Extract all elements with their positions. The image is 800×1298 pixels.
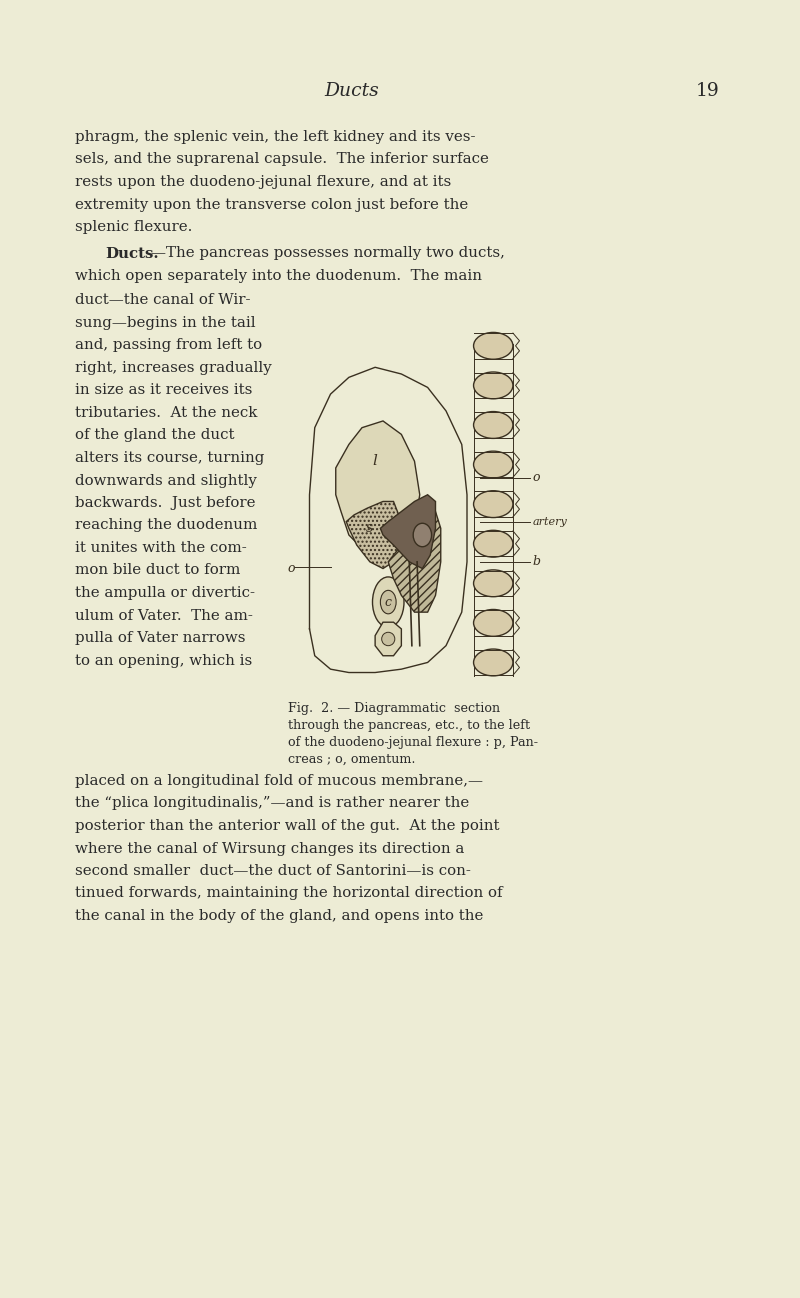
Ellipse shape bbox=[474, 610, 513, 636]
Text: rests upon the duodeno-jejunal flexure, and at its: rests upon the duodeno-jejunal flexure, … bbox=[75, 175, 451, 190]
Polygon shape bbox=[375, 622, 402, 655]
Ellipse shape bbox=[474, 452, 513, 478]
Text: o: o bbox=[533, 471, 540, 484]
Text: mon bile duct to form: mon bile duct to form bbox=[75, 563, 240, 578]
Text: Fig.  2. — Diagrammatic  section: Fig. 2. — Diagrammatic section bbox=[288, 702, 500, 715]
Text: the ampulla or divertic-: the ampulla or divertic- bbox=[75, 585, 255, 600]
Text: backwards.  Just before: backwards. Just before bbox=[75, 496, 255, 510]
Text: artery: artery bbox=[533, 517, 567, 527]
Text: downwards and slightly: downwards and slightly bbox=[75, 474, 257, 488]
Text: reaching the duodenum: reaching the duodenum bbox=[75, 518, 258, 532]
Text: of the duodeno-jejunal flexure : p, Pan-: of the duodeno-jejunal flexure : p, Pan- bbox=[288, 736, 538, 749]
Text: splenic flexure.: splenic flexure. bbox=[75, 219, 192, 234]
Ellipse shape bbox=[474, 491, 513, 518]
Polygon shape bbox=[346, 501, 402, 569]
Text: where the canal of Wirsung changes its direction a: where the canal of Wirsung changes its d… bbox=[75, 841, 464, 855]
Text: it unites with the com-: it unites with the com- bbox=[75, 541, 246, 556]
Text: the canal in the body of the gland, and opens into the: the canal in the body of the gland, and … bbox=[75, 909, 483, 923]
Ellipse shape bbox=[474, 649, 513, 676]
Text: s: s bbox=[366, 522, 374, 535]
Text: —The pancreas possesses normally two ducts,: —The pancreas possesses normally two duc… bbox=[151, 247, 505, 261]
Ellipse shape bbox=[413, 523, 431, 546]
Text: b: b bbox=[533, 556, 541, 569]
Ellipse shape bbox=[474, 570, 513, 597]
Ellipse shape bbox=[382, 632, 395, 645]
Polygon shape bbox=[380, 495, 435, 569]
Text: and, passing from left to: and, passing from left to bbox=[75, 339, 262, 353]
Text: of the gland the duct: of the gland the duct bbox=[75, 428, 234, 443]
Text: to an opening, which is: to an opening, which is bbox=[75, 653, 252, 667]
Text: extremity upon the transverse colon just before the: extremity upon the transverse colon just… bbox=[75, 197, 468, 212]
Ellipse shape bbox=[474, 332, 513, 360]
Text: pulla of Vater narrows: pulla of Vater narrows bbox=[75, 631, 246, 645]
Text: tinued forwards, maintaining the horizontal direction of: tinued forwards, maintaining the horizon… bbox=[75, 887, 502, 901]
Ellipse shape bbox=[474, 373, 513, 398]
Text: o: o bbox=[287, 562, 294, 575]
Polygon shape bbox=[388, 511, 441, 613]
Text: the “plica longitudinalis,”—and is rather nearer the: the “plica longitudinalis,”—and is rathe… bbox=[75, 797, 470, 810]
Text: Ducts: Ducts bbox=[325, 82, 379, 100]
Text: Ducts.: Ducts. bbox=[105, 247, 158, 261]
Text: ulum of Vater.  The am-: ulum of Vater. The am- bbox=[75, 609, 253, 623]
Text: second smaller  duct—the duct of Santorini—is con-: second smaller duct—the duct of Santorin… bbox=[75, 864, 471, 877]
Ellipse shape bbox=[380, 591, 396, 614]
Text: phragm, the splenic vein, the left kidney and its ves-: phragm, the splenic vein, the left kidne… bbox=[75, 130, 475, 144]
Text: right, increases gradually: right, increases gradually bbox=[75, 361, 272, 375]
Text: through the pancreas, etc., to the left: through the pancreas, etc., to the left bbox=[288, 719, 530, 732]
Ellipse shape bbox=[474, 411, 513, 439]
Text: alters its course, turning: alters its course, turning bbox=[75, 450, 264, 465]
Text: duct—the canal of Wir-: duct—the canal of Wir- bbox=[75, 293, 250, 308]
Text: tributaries.  At the neck: tributaries. At the neck bbox=[75, 406, 258, 421]
Text: posterior than the anterior wall of the gut.  At the point: posterior than the anterior wall of the … bbox=[75, 819, 499, 833]
Text: placed on a longitudinal fold of mucous membrane,—: placed on a longitudinal fold of mucous … bbox=[75, 774, 483, 788]
Text: sung—begins in the tail: sung—begins in the tail bbox=[75, 315, 256, 330]
Text: l: l bbox=[373, 454, 378, 469]
Ellipse shape bbox=[474, 531, 513, 557]
Text: which open separately into the duodenum.  The main: which open separately into the duodenum.… bbox=[75, 269, 482, 283]
Ellipse shape bbox=[373, 576, 404, 627]
Text: sels, and the suprarenal capsule.  The inferior surface: sels, and the suprarenal capsule. The in… bbox=[75, 152, 489, 166]
Text: 19: 19 bbox=[696, 82, 720, 100]
Text: creas ; o, omentum.: creas ; o, omentum. bbox=[288, 753, 415, 766]
Text: in size as it receives its: in size as it receives its bbox=[75, 383, 252, 397]
Text: c: c bbox=[385, 596, 392, 609]
Polygon shape bbox=[336, 421, 420, 556]
